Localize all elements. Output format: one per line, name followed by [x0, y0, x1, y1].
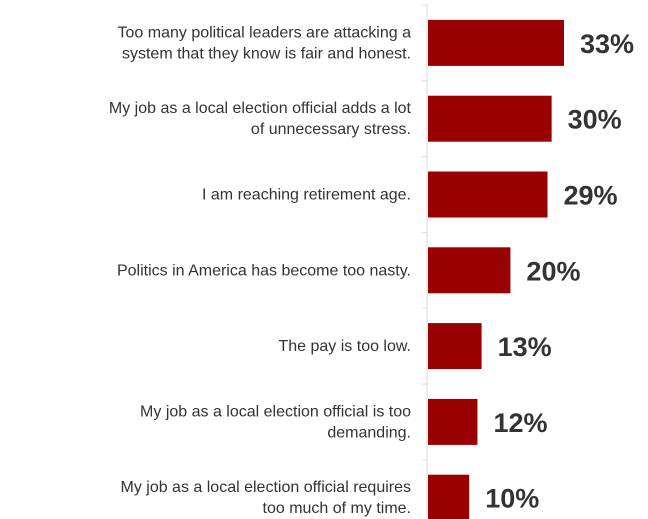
bar-1	[428, 19, 564, 66]
category-label-line: Too many political leaders are attacking…	[118, 24, 412, 41]
category-label-4: Politics in America has become too nasty…	[117, 262, 411, 279]
bar-4	[428, 247, 511, 294]
value-label-7: 10%	[485, 484, 539, 514]
bar-6	[428, 398, 478, 445]
category-label-line: Politics in America has become too nasty…	[117, 262, 411, 279]
bar-5	[428, 323, 482, 370]
value-labels-group: 33% 30% 29% 20% 13% 12% 10%	[485, 29, 634, 514]
value-label-5: 13%	[498, 332, 552, 362]
category-label-2: My job as a local election official adds…	[109, 100, 412, 138]
category-label-line: too much of my time.	[263, 500, 412, 517]
category-label-line: system that they know is fair and honest…	[122, 45, 411, 62]
category-label-7: My job as a local election official requ…	[120, 479, 411, 517]
value-label-6: 12%	[493, 408, 547, 438]
category-label-line: My job as a local election official requ…	[120, 479, 411, 496]
category-label-line: My job as a local election official adds…	[109, 100, 412, 117]
category-label-line: of unnecessary stress.	[251, 121, 411, 138]
category-label-6: My job as a local election official is t…	[140, 403, 411, 441]
axis-ticks	[422, 4, 427, 461]
value-label-2: 30%	[568, 105, 622, 135]
category-label-line: I am reaching retirement age.	[202, 187, 411, 204]
value-label-4: 20%	[526, 256, 580, 286]
category-label-1: Too many political leaders are attacking…	[118, 24, 412, 62]
category-labels-group: Too many political leaders are attacking…	[109, 24, 412, 517]
category-label-3: I am reaching retirement age.	[202, 187, 411, 204]
category-label-line: My job as a local election official is t…	[140, 403, 411, 420]
category-label-line: The pay is too low.	[278, 338, 411, 355]
bar-3	[428, 171, 548, 218]
bar-7	[428, 474, 470, 519]
category-label-5: The pay is too low.	[278, 338, 411, 355]
value-label-3: 29%	[564, 181, 618, 211]
bars-group	[428, 19, 564, 519]
bar-2	[428, 95, 552, 142]
value-label-1: 33%	[580, 29, 634, 59]
category-label-line: demanding.	[327, 424, 411, 441]
